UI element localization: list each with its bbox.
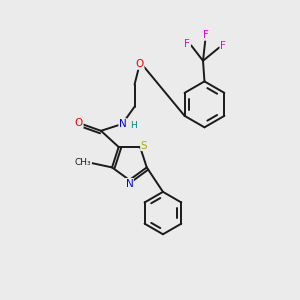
Text: H: H: [130, 121, 137, 130]
Text: F: F: [203, 30, 209, 40]
Text: CH₃: CH₃: [75, 158, 92, 167]
Text: O: O: [75, 118, 83, 128]
Text: O: O: [136, 59, 144, 69]
Text: F: F: [220, 41, 226, 51]
Text: N: N: [119, 119, 127, 129]
Text: F: F: [184, 39, 190, 49]
Text: S: S: [141, 140, 147, 151]
Text: N: N: [125, 178, 133, 189]
